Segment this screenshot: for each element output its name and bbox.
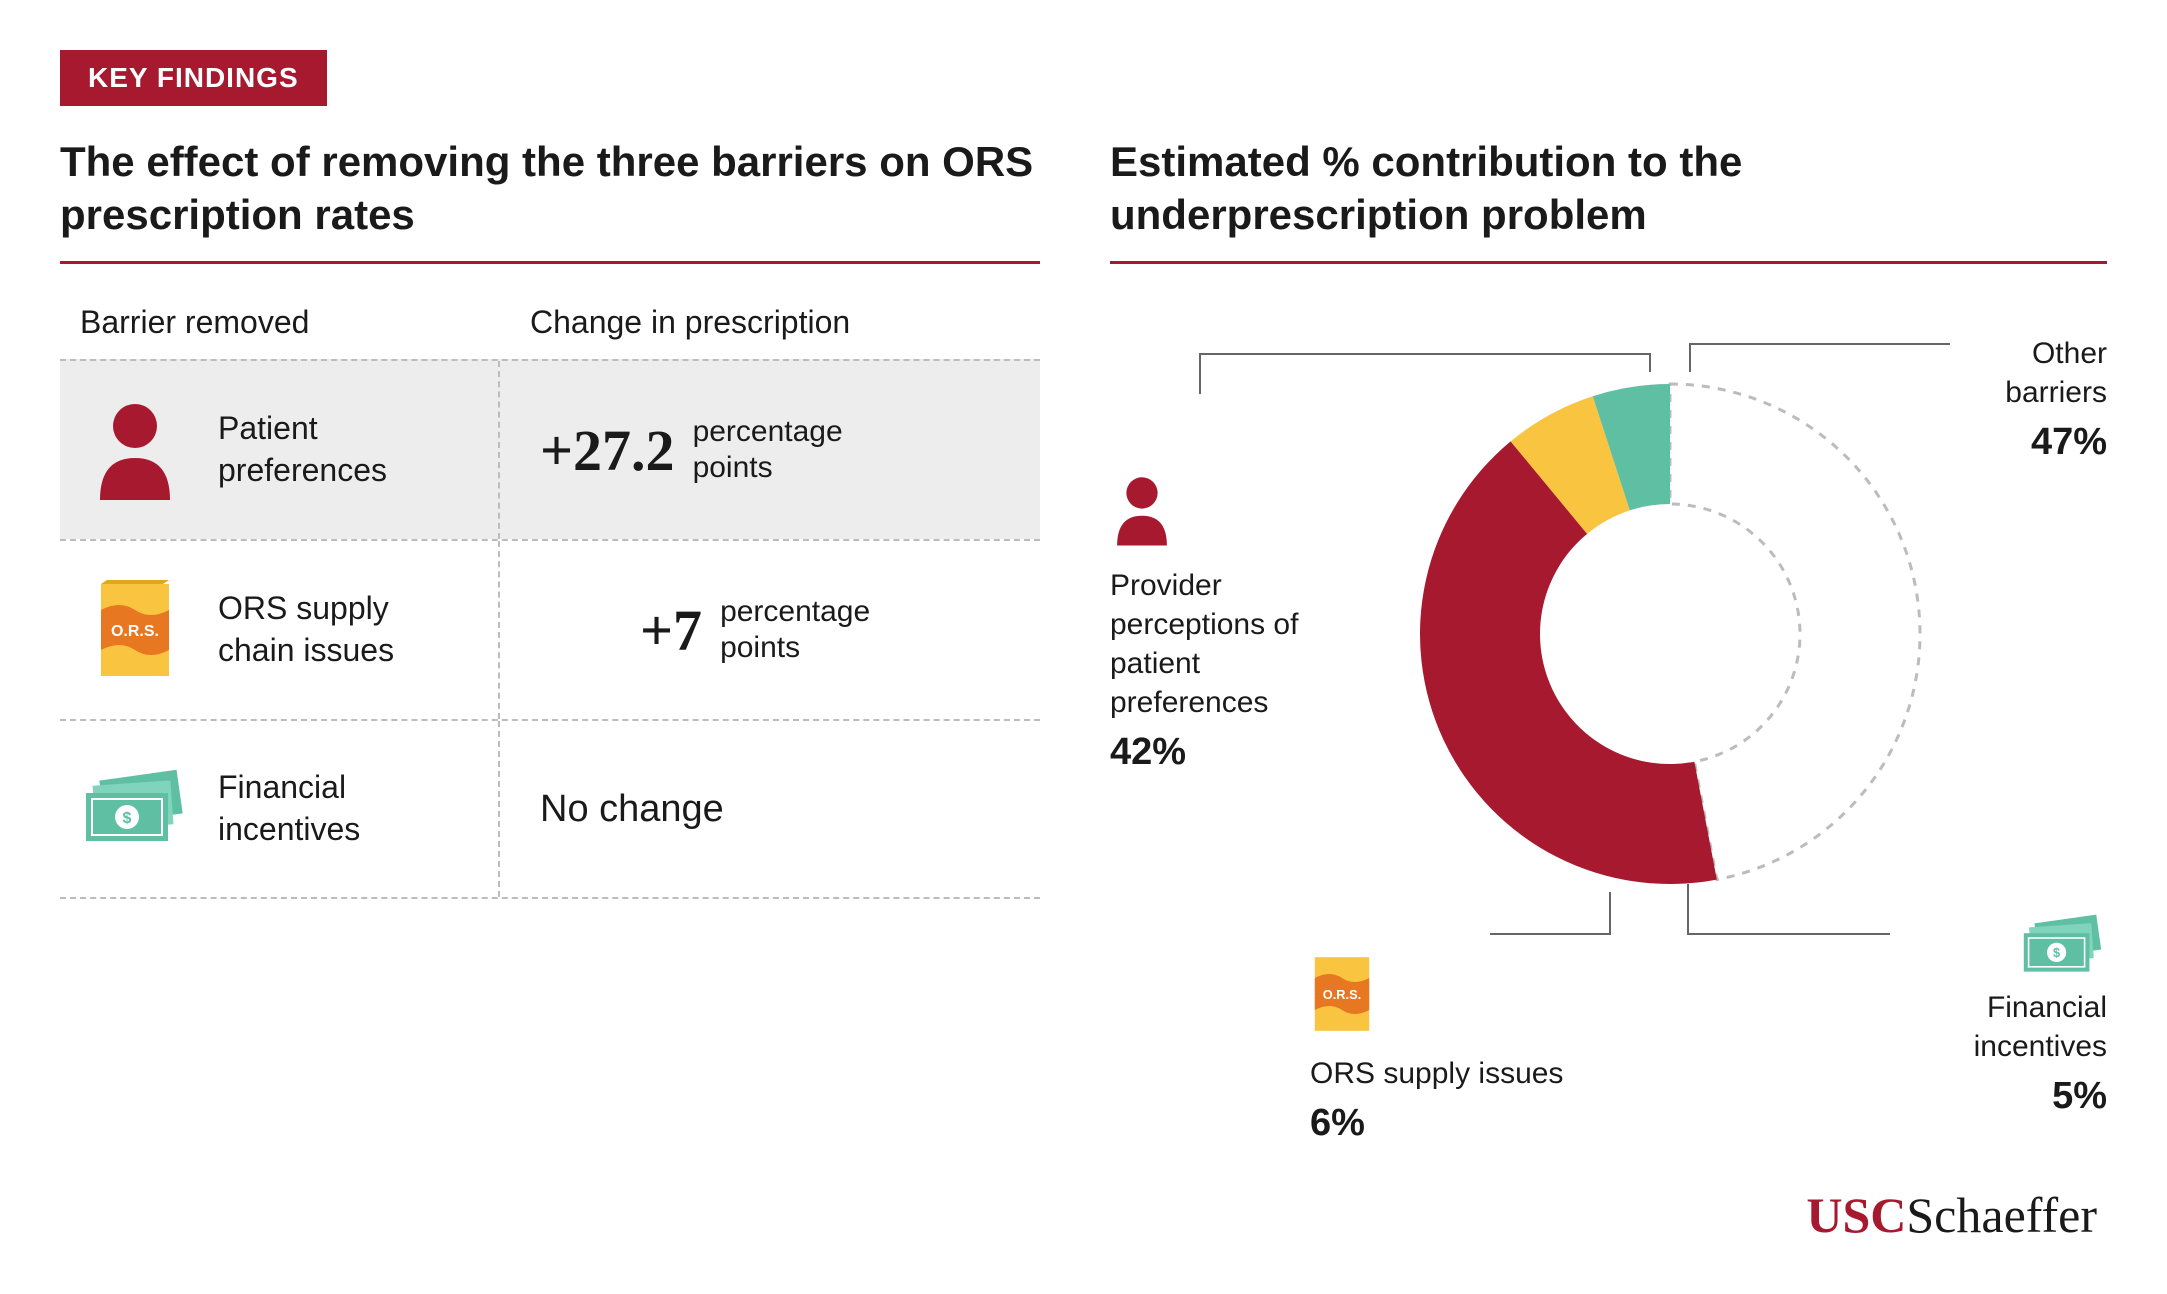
donut-chart	[1390, 354, 1950, 914]
col1-header: Barrier removed	[60, 304, 500, 341]
donut-label-ors: O.R.S. ORS supply issues 6%	[1310, 954, 1570, 1148]
table-row: O.R.S. ORS supply chain issues +7 percen…	[60, 539, 1040, 719]
money-icon: $	[80, 769, 190, 849]
left-panel: The effect of removing the three barrier…	[60, 136, 1040, 1114]
donut-label-provider: Provider perceptions of patient preferen…	[1110, 474, 1360, 777]
donut-label-other: Other barriers 47%	[1927, 334, 2107, 467]
row-left-cell: Patient preferences	[60, 361, 500, 539]
row-value: +27.2	[540, 417, 675, 484]
row-right-cell: +27.2 percentagepoints	[500, 361, 1040, 539]
row-left-cell: $ Financial incentives	[60, 721, 500, 897]
key-findings-badge: KEY FINDINGS	[60, 50, 327, 106]
label-pct: 5%	[1907, 1072, 2107, 1121]
svg-text:O.R.S.: O.R.S.	[111, 623, 159, 640]
ors-packet-icon: O.R.S.	[80, 580, 190, 680]
row-label: Patient preferences	[218, 408, 458, 491]
left-rule	[60, 261, 1040, 264]
donut-label-financial: $ Financial incentives 5%	[1907, 914, 2107, 1121]
row-right-cell: +7 percentagepoints	[500, 541, 1040, 719]
logo-schaeffer: Schaeffer	[1906, 1187, 2097, 1243]
donut-container: Provider perceptions of patient preferen…	[1110, 294, 2107, 1114]
svg-text:$: $	[123, 810, 132, 827]
svg-text:$: $	[2053, 945, 2060, 960]
money-icon: $	[1907, 914, 2107, 978]
left-title: The effect of removing the three barrier…	[60, 136, 1040, 261]
col2-header: Change in prescription	[500, 304, 1040, 341]
row-right-cell: No change	[500, 721, 1040, 897]
label-pct: 47%	[1927, 418, 2107, 467]
label-text: ORS supply issues	[1310, 1054, 1570, 1093]
row-value: +7	[540, 597, 702, 664]
label-pct: 42%	[1110, 728, 1360, 777]
table-row: Patient preferences +27.2 percentagepoin…	[60, 359, 1040, 539]
label-text: Provider perceptions of patient preferen…	[1110, 566, 1360, 722]
right-rule	[1110, 261, 2107, 264]
table-header: Barrier removed Change in prescription	[60, 294, 1040, 359]
table-row: $ Financial incentives No change	[60, 719, 1040, 899]
row-label: ORS supply chain issues	[218, 588, 458, 671]
main-columns: The effect of removing the three barrier…	[60, 136, 2107, 1114]
label-text: Financial incentives	[1907, 988, 2107, 1066]
row-unit: percentagepoints	[720, 594, 870, 666]
row-text: No change	[540, 788, 724, 831]
logo-usc: USC	[1806, 1187, 1906, 1243]
person-icon	[80, 400, 190, 500]
ors-packet-icon: O.R.S.	[1310, 954, 1570, 1044]
row-unit: percentagepoints	[693, 414, 843, 486]
label-text: Other barriers	[1927, 334, 2107, 412]
label-pct: 6%	[1310, 1099, 1570, 1148]
right-panel: Estimated % contribution to the underpre…	[1110, 136, 2107, 1114]
usc-schaeffer-logo: USCSchaeffer	[1806, 1186, 2097, 1244]
row-left-cell: O.R.S. ORS supply chain issues	[60, 541, 500, 719]
svg-text:O.R.S.: O.R.S.	[1323, 987, 1361, 1002]
row-label: Financial incentives	[218, 767, 458, 850]
person-icon	[1110, 474, 1360, 556]
right-title: Estimated % contribution to the underpre…	[1110, 136, 2107, 261]
